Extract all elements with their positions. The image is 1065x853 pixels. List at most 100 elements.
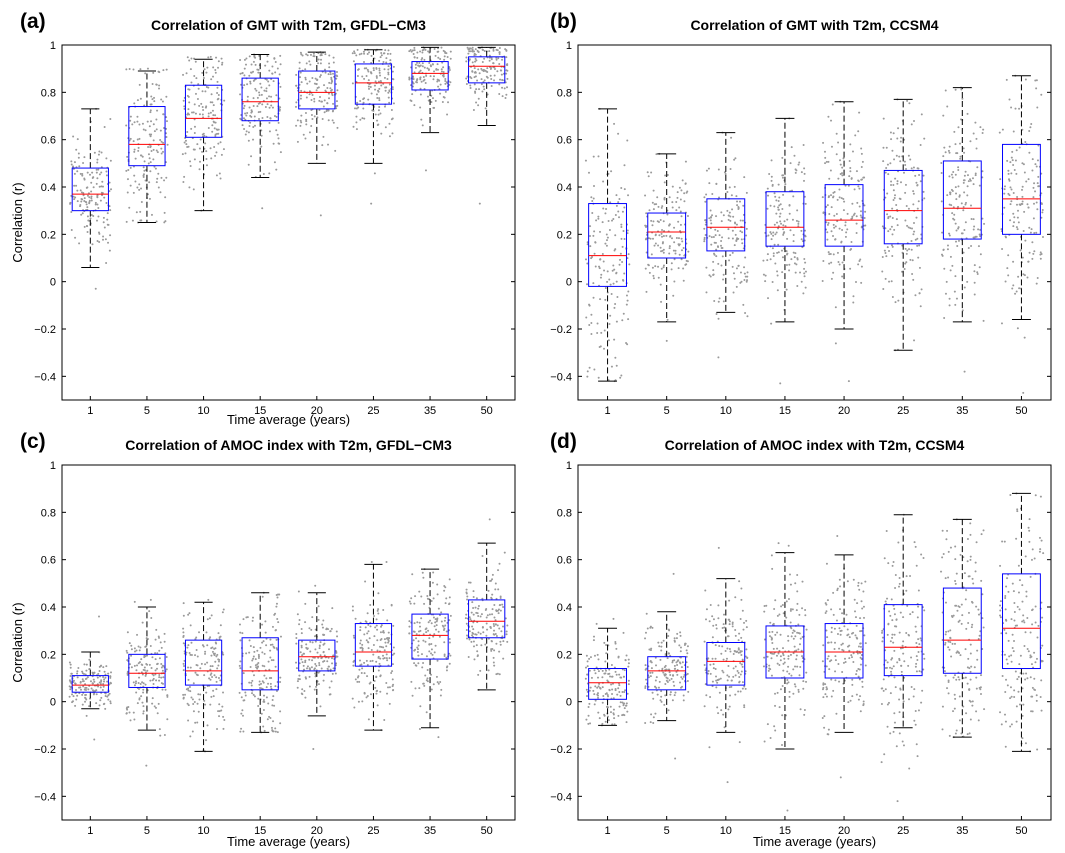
sample-point (241, 632, 243, 634)
sample-point (828, 213, 830, 215)
sample-point (501, 635, 503, 637)
sample-point (243, 700, 245, 702)
sample-point (489, 60, 491, 62)
sample-point (744, 312, 746, 314)
sample-point (215, 688, 217, 690)
sample-point (332, 673, 334, 675)
sample-point (436, 624, 438, 626)
sample-point (135, 682, 137, 684)
sample-point (160, 130, 162, 132)
sample-point (769, 635, 771, 637)
sample-point (1011, 189, 1013, 191)
sample-point (311, 114, 313, 116)
sample-point (321, 668, 323, 670)
sample-point (272, 695, 274, 697)
x-axis-label: Time average (years) (227, 412, 350, 427)
sample-point (323, 84, 325, 86)
x-tick-label: 1 (605, 825, 611, 837)
sample-point (299, 619, 301, 621)
sample-point (723, 623, 725, 625)
sample-point (722, 278, 724, 280)
sample-point (476, 597, 478, 599)
sample-point (299, 62, 301, 64)
sample-point (732, 216, 734, 218)
sample-point (725, 173, 727, 175)
sample-point (251, 680, 253, 682)
sample-point (129, 120, 131, 122)
sample-point (777, 615, 779, 617)
sample-point (663, 640, 665, 642)
sample-point (490, 597, 492, 599)
sample-point (1009, 219, 1011, 221)
sample-point (300, 651, 302, 653)
sample-point (863, 606, 865, 608)
sample-point (87, 195, 89, 197)
sample-point (150, 109, 152, 111)
sample-point (480, 615, 482, 617)
sample-point (425, 82, 427, 84)
sample-point (367, 612, 369, 614)
sample-point (887, 230, 889, 232)
sample-point (955, 241, 957, 243)
sample-point (420, 119, 422, 121)
sample-point (488, 50, 490, 52)
sample-point (623, 313, 625, 315)
y-tick-label: −0.4 (34, 371, 56, 383)
sample-point (1022, 200, 1024, 202)
sample-point (740, 654, 742, 656)
sample-point (734, 629, 736, 631)
sample-point (297, 680, 299, 682)
sample-point (364, 67, 366, 69)
sample-point (610, 284, 612, 286)
sample-point (661, 205, 663, 207)
y-tick-label: 0.6 (41, 135, 56, 147)
sample-point (314, 585, 316, 587)
sample-point (788, 269, 790, 271)
sample-point (980, 253, 982, 255)
sample-point (197, 693, 199, 695)
sample-point (264, 730, 266, 732)
sample-point (734, 244, 736, 246)
sample-point (772, 281, 774, 283)
sample-point (436, 676, 438, 678)
sample-point (353, 126, 355, 128)
sample-point (683, 676, 685, 678)
sample-point (106, 696, 108, 698)
sample-point (718, 318, 720, 320)
sample-point (468, 656, 470, 658)
sample-point (824, 693, 826, 695)
sample-point (318, 100, 320, 102)
sample-point (617, 201, 619, 203)
sample-point (415, 637, 417, 639)
sample-point (440, 47, 442, 49)
sample-point (957, 166, 959, 168)
sample-point (710, 209, 712, 211)
sample-point (794, 683, 796, 685)
sample-point (745, 235, 747, 237)
sample-point (320, 74, 322, 76)
sample-point (196, 721, 198, 723)
sample-point (323, 105, 325, 107)
sample-point (86, 206, 88, 208)
sample-point (1006, 267, 1008, 269)
sample-point (269, 650, 271, 652)
sample-point (954, 291, 956, 293)
sample-point (495, 583, 497, 585)
sample-point (919, 292, 921, 294)
sample-point (709, 664, 711, 666)
sample-point (109, 675, 111, 677)
sample-point (834, 655, 836, 657)
sample-point (771, 238, 773, 240)
sample-point (920, 144, 922, 146)
sample-point (999, 132, 1001, 134)
sample-point (210, 157, 212, 159)
sample-point (676, 633, 678, 635)
sample-point (590, 333, 592, 335)
sample-point (860, 215, 862, 217)
sample-point (803, 714, 805, 716)
sample-point (894, 197, 896, 199)
sample-point (645, 238, 647, 240)
sample-point (439, 681, 441, 683)
sample-point (494, 588, 496, 590)
sample-point (733, 292, 735, 294)
